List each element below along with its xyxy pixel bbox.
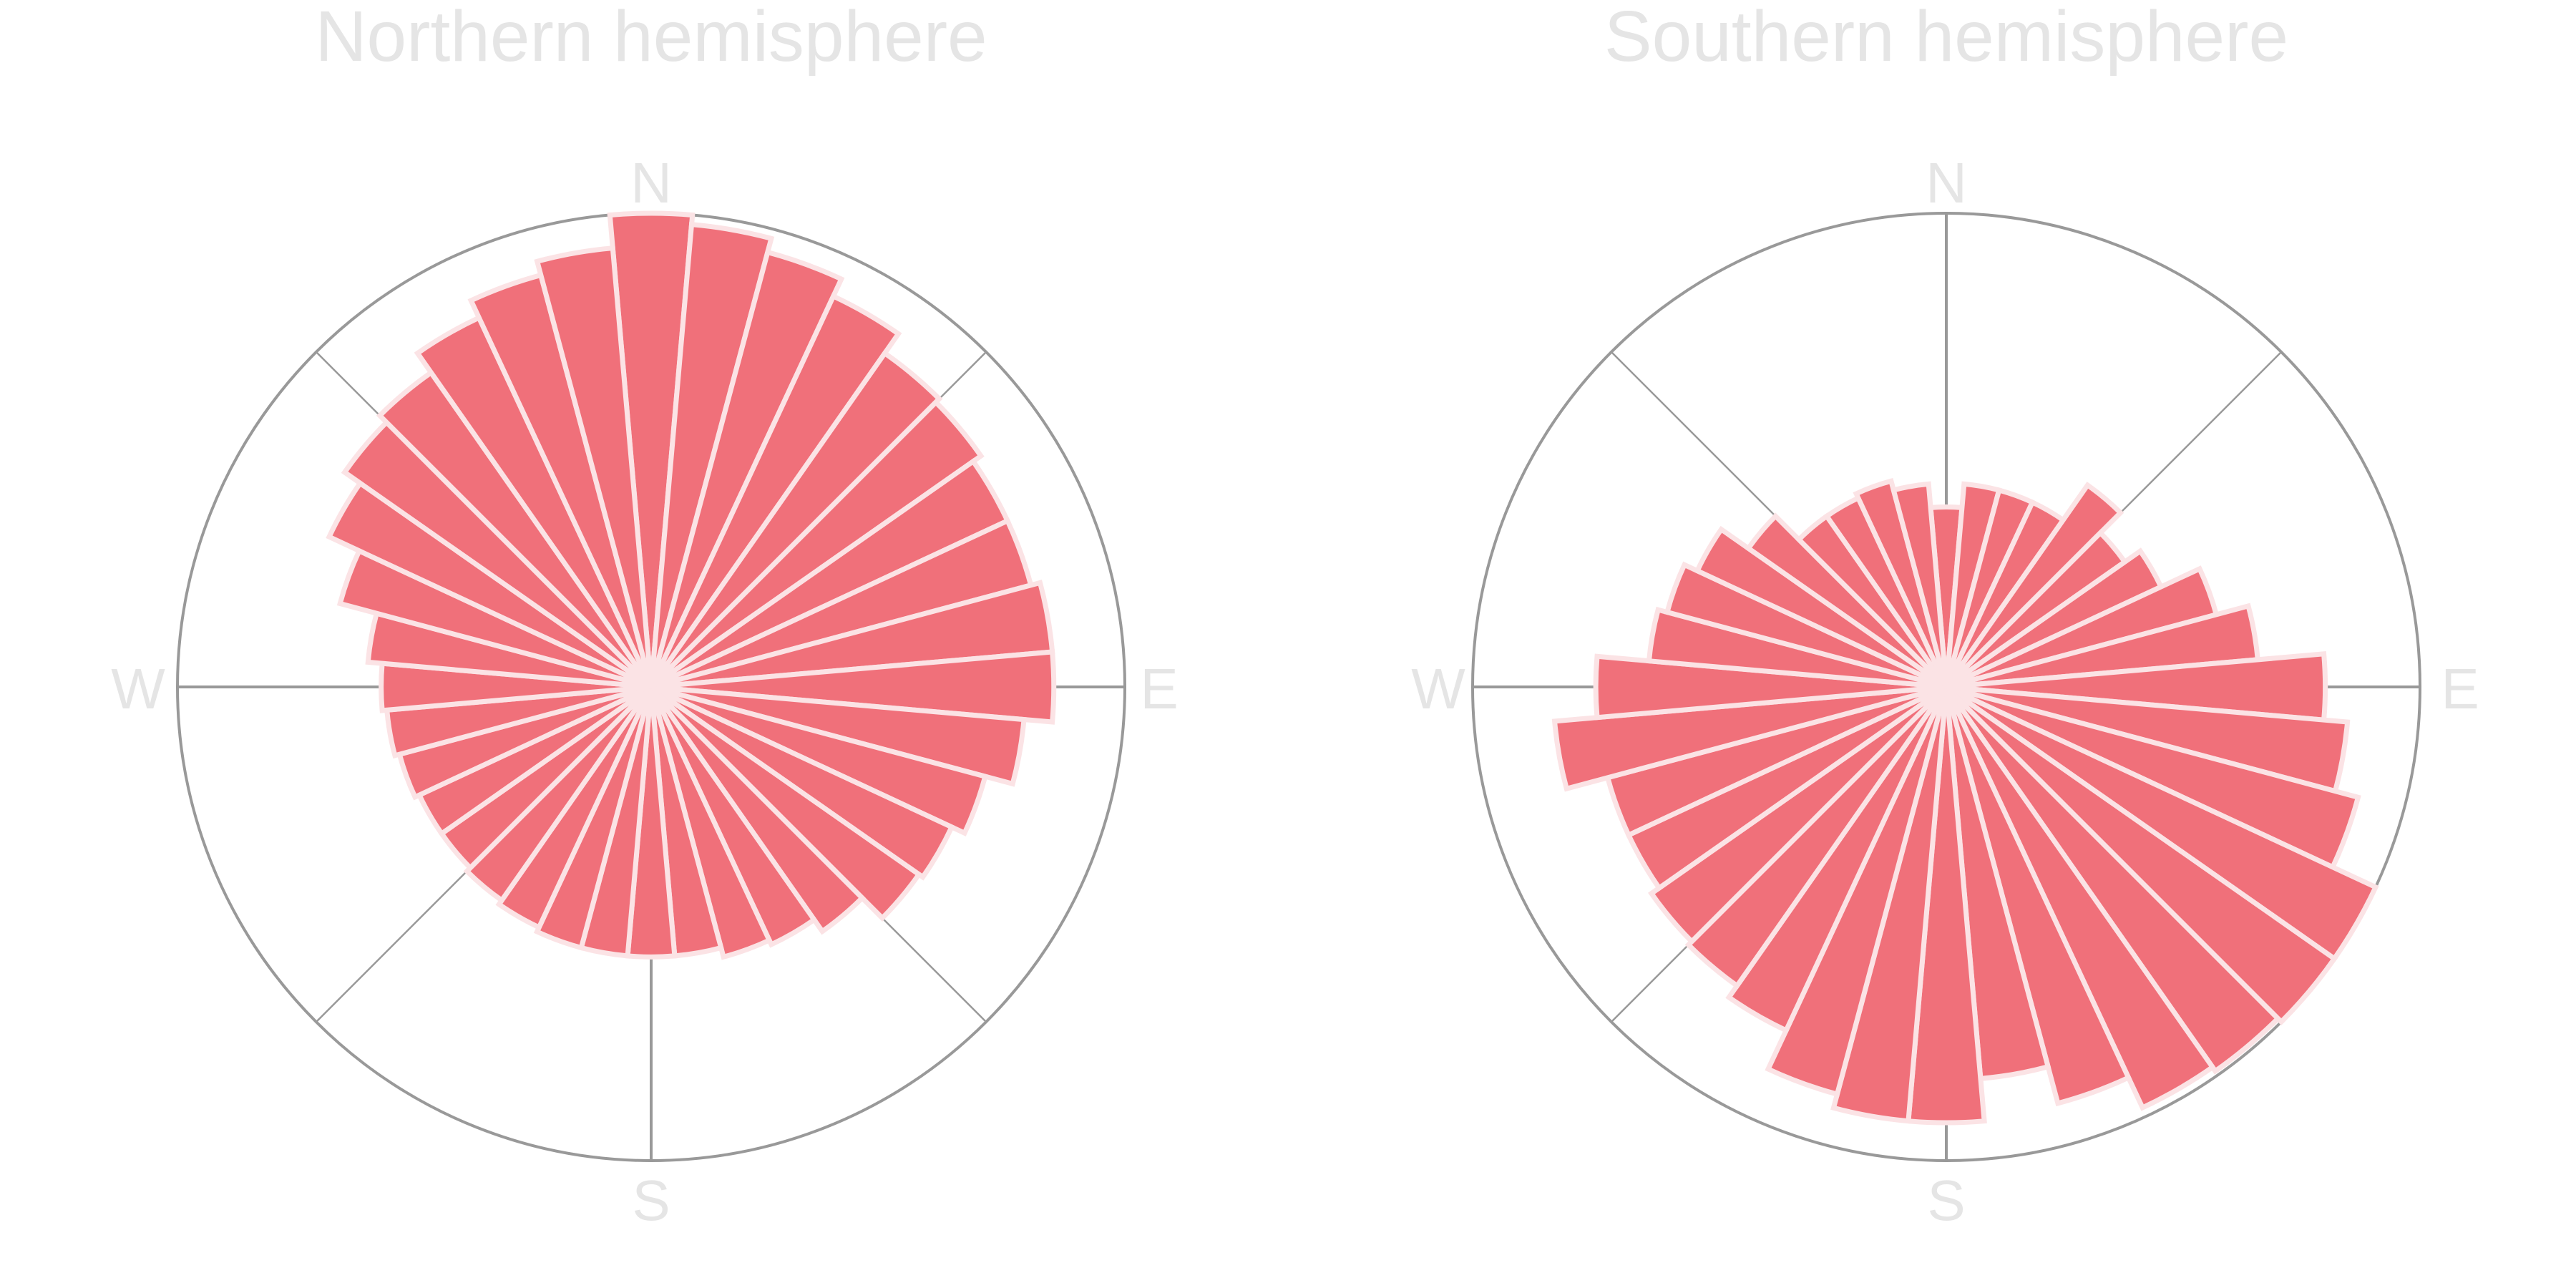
- bar-140deg: [649, 685, 866, 935]
- direction-label-w: W: [1411, 657, 1465, 721]
- polar-bars: [1551, 478, 2379, 1126]
- bar-200deg: [1765, 686, 1949, 1098]
- bar-150deg: [1943, 685, 2216, 1111]
- chart-title: Southern hemisphere: [1604, 0, 2288, 77]
- bar-120deg: [649, 684, 955, 881]
- bar-220deg: [463, 685, 653, 904]
- bar-130deg: [649, 685, 923, 922]
- direction-label-n: N: [630, 151, 672, 215]
- bar-50deg: [649, 399, 985, 689]
- bar-220deg: [1684, 685, 1948, 990]
- direction-label-s: S: [1927, 1169, 1965, 1232]
- polar-chart-northern: Northern hemisphere N E S W: [111, 0, 1178, 1232]
- polar-chart-southern: Southern hemisphere N E S W: [1411, 0, 2479, 1232]
- polar-bars: [326, 210, 1057, 960]
- bar-160deg: [1943, 686, 2132, 1107]
- bar-150deg: [648, 685, 818, 948]
- bar-40deg: [649, 349, 943, 689]
- bar-310deg: [1745, 512, 1948, 689]
- chart-title: Northern hemisphere: [315, 0, 987, 77]
- bar-270deg: [1593, 653, 1947, 721]
- bar-350deg: [1890, 481, 1949, 688]
- direction-label-w: W: [111, 657, 165, 721]
- bar-340deg: [1853, 478, 1949, 688]
- direction-label-e: E: [1140, 657, 1178, 721]
- direction-label-e: E: [2441, 657, 2479, 721]
- bar-0deg: [607, 210, 696, 688]
- bar-30deg: [648, 293, 902, 689]
- bar-210deg: [1725, 685, 1949, 1034]
- direction-label-n: N: [1926, 151, 1967, 215]
- bar-230deg: [1648, 685, 1948, 945]
- bar-260deg: [1551, 684, 1947, 792]
- bar-20deg: [648, 249, 845, 688]
- bar-300deg: [1694, 525, 1948, 690]
- bar-90deg: [650, 649, 1057, 725]
- bar-130deg: [1944, 685, 2338, 1026]
- bar-210deg: [495, 685, 654, 931]
- bar-140deg: [1944, 685, 2282, 1075]
- bar-40deg: [1944, 482, 2124, 689]
- bar-160deg: [648, 686, 773, 960]
- direction-label-s: S: [632, 1169, 670, 1232]
- bar-350deg: [534, 245, 654, 688]
